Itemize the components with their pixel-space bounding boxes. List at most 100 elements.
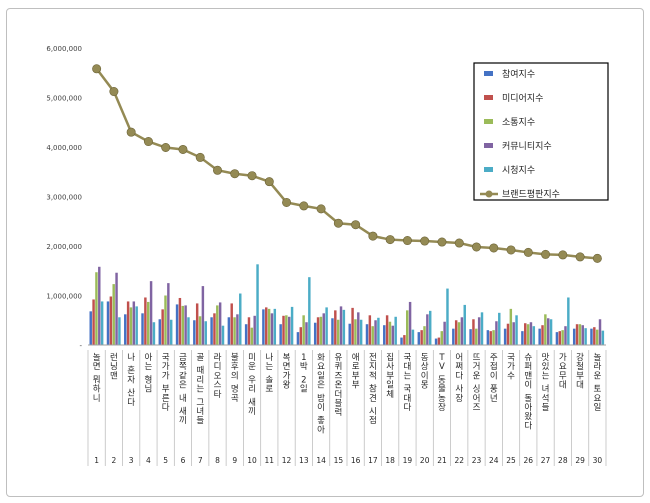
bar [100,301,104,345]
y-tick-label: 1,000,000 [46,293,82,301]
line-point [264,177,274,187]
bar [129,307,133,345]
bar [394,316,397,345]
legend-swatch [484,71,493,76]
bar [221,325,225,345]
x-index-label: 10 [247,456,257,465]
bar [503,328,507,345]
x-index-label: 15 [334,456,344,465]
bar [506,323,510,345]
x-index-label: 14 [316,456,326,465]
bar [561,330,564,345]
bar [443,321,446,345]
line-point [454,238,464,248]
bar [575,324,579,345]
bar [555,332,559,345]
bar [469,329,472,345]
bar [141,313,144,345]
bar [216,305,219,345]
bar [385,315,389,345]
bar [354,319,357,345]
bar [201,286,205,345]
x-index-label: 5 [163,456,168,465]
bar [89,311,92,345]
bar [546,318,550,345]
bar [230,303,233,345]
bar [175,304,179,345]
bar [512,322,515,345]
x-index-label: 9 [232,456,237,465]
bar [538,328,541,345]
legend-swatch [484,167,493,172]
bar [391,325,395,345]
bar [115,272,118,345]
bar [472,319,475,345]
line-point [92,64,102,74]
bar [480,312,484,345]
bar [287,316,291,345]
bar [250,327,254,345]
bar [218,302,222,345]
bar [239,293,242,345]
bar [581,325,584,345]
x-index-label: 12 [282,456,292,465]
bar [524,323,527,345]
y-tick-label: 6,000,000 [46,45,82,53]
y-tick-label: 5,000,000 [46,95,82,103]
bar [342,309,346,345]
bar [256,264,259,345]
x-index-label: 20 [420,456,430,465]
bar [359,319,363,345]
x-index-label: 22 [454,456,464,465]
bar [434,338,438,345]
bar [549,319,553,345]
line-point [541,249,551,259]
bar [452,328,455,345]
line-point [420,236,430,246]
bar [428,310,432,345]
bar [244,324,248,345]
bar [181,305,184,345]
line-point [247,171,257,181]
line-point [230,169,240,179]
bar [403,335,406,345]
legend-swatch [485,190,493,198]
x-index-label: 8 [215,456,220,465]
bar [124,314,127,345]
bar [126,301,130,345]
line-point [282,197,292,207]
legend-label: 시청지수 [502,165,535,176]
bar [147,301,150,345]
bar [144,297,147,345]
bar [526,324,530,345]
line-point [143,137,153,147]
bar [420,330,423,345]
bar [411,329,415,345]
bar [348,323,351,345]
legend-label: 미디어지수 [502,93,543,104]
x-index-label: 1 [94,456,99,465]
x-index-label: 26 [524,456,534,465]
bar [164,295,167,345]
bar [161,309,164,345]
bar [374,320,377,345]
line-point [299,201,309,211]
bar [529,322,533,345]
bar [357,312,360,345]
bar [521,331,524,345]
line-point [161,142,171,152]
